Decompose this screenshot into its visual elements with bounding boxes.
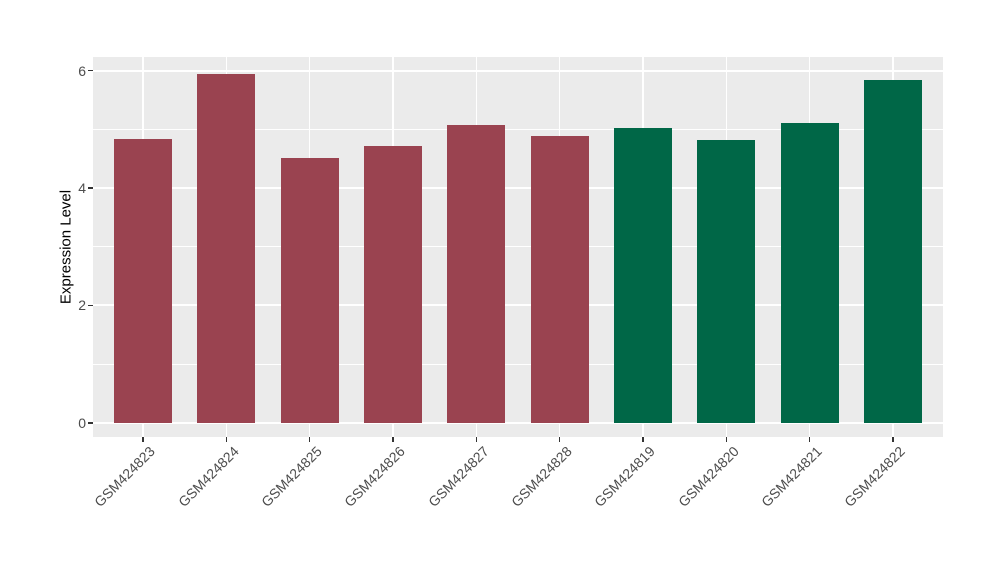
x-tick-label: GSM424822 bbox=[841, 443, 909, 510]
y-tick-label: 2 bbox=[78, 297, 86, 314]
x-tick-mark bbox=[392, 437, 394, 442]
gridline-major bbox=[93, 69, 943, 72]
x-tick-label: GSM424824 bbox=[174, 443, 242, 510]
y-tick-mark bbox=[88, 422, 93, 424]
x-tick-mark bbox=[892, 437, 894, 442]
x-tick-mark bbox=[558, 437, 561, 442]
y-axis-title: Expression Level bbox=[57, 189, 75, 305]
x-tick-mark bbox=[642, 437, 644, 442]
x-tick-label: GSM424825 bbox=[258, 443, 325, 510]
x-tick-label: GSM424821 bbox=[758, 443, 825, 510]
bar-GSM424821 bbox=[780, 123, 839, 423]
y-tick-label: 4 bbox=[78, 179, 86, 196]
y-tick-label: 6 bbox=[78, 62, 86, 79]
gridline-minor bbox=[93, 363, 943, 365]
x-tick-label: GSM424820 bbox=[674, 443, 742, 510]
x-tick-mark bbox=[225, 437, 228, 442]
gridline-major bbox=[93, 186, 943, 189]
x-tick-label: GSM424819 bbox=[591, 443, 659, 510]
x-tick-label: GSM424828 bbox=[508, 443, 575, 510]
bar-GSM424827 bbox=[447, 124, 506, 423]
bar-GSM424824 bbox=[197, 74, 256, 423]
y-tick-mark bbox=[88, 69, 93, 72]
gridline-minor bbox=[93, 246, 943, 248]
bar-GSM424823 bbox=[114, 139, 172, 423]
gridline-major bbox=[93, 304, 943, 307]
y-tick-mark bbox=[88, 187, 93, 189]
bar-GSM424822 bbox=[864, 79, 922, 423]
x-tick-mark bbox=[475, 437, 478, 442]
plot-panel bbox=[93, 57, 943, 437]
y-tick-label: 0 bbox=[78, 414, 86, 431]
x-tick-mark bbox=[142, 437, 144, 442]
gridline-major bbox=[93, 421, 943, 424]
x-tick-mark bbox=[725, 437, 728, 442]
bar-GSM424826 bbox=[364, 146, 422, 423]
x-tick-label: GSM424826 bbox=[341, 443, 409, 510]
x-tick-label: GSM424823 bbox=[91, 443, 159, 510]
x-tick-mark bbox=[808, 437, 811, 442]
y-tick-mark bbox=[88, 304, 93, 307]
gridline-minor bbox=[93, 128, 943, 130]
bar-GSM424828 bbox=[530, 136, 589, 423]
bar-GSM424820 bbox=[697, 139, 756, 423]
bar-GSM424825 bbox=[280, 158, 339, 423]
x-tick-label: GSM424827 bbox=[424, 443, 492, 510]
bar-GSM424819 bbox=[614, 128, 672, 423]
x-tick-mark bbox=[308, 437, 311, 442]
